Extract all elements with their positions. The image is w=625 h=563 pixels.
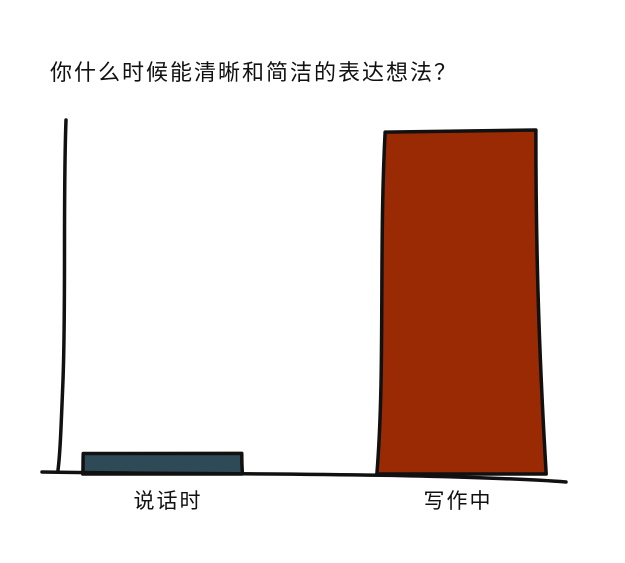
labels-layer: 说话时 写作中 <box>134 489 493 513</box>
y-axis-line <box>56 118 68 472</box>
bar-1 <box>81 451 245 476</box>
x-axis-line <box>40 470 568 484</box>
bar-2 <box>375 128 548 476</box>
chart-title: 你什么时候能清晰和简洁的表达想法？ <box>50 61 458 86</box>
bars-layer <box>81 128 548 476</box>
category-label-2: 写作中 <box>424 489 493 513</box>
category-label-1: 说话时 <box>134 489 203 513</box>
